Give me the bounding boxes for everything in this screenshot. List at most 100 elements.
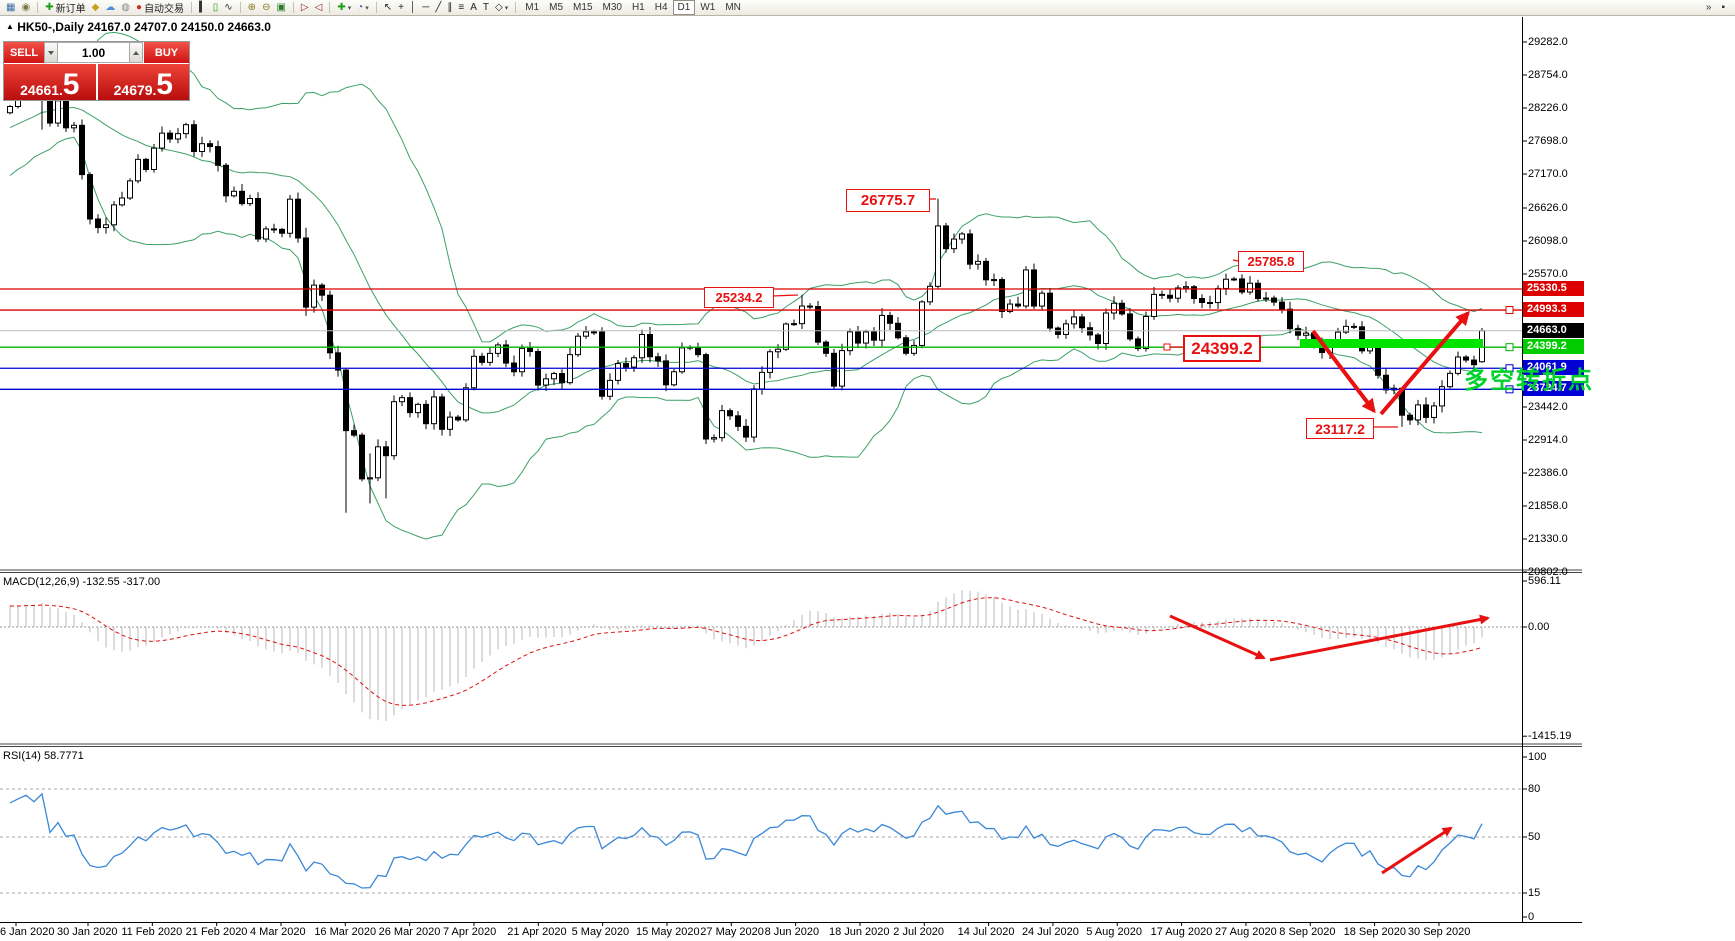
support-line-23724-handle[interactable]	[1505, 385, 1514, 394]
indicators-button[interactable]: ✚ ▾	[334, 1, 354, 15]
one-click-trading-panel: SELL BUY 24661.5 24679.5	[3, 41, 190, 101]
timeframe-m1[interactable]: M1	[525, 2, 540, 13]
date-axis-label: 4 Mar 2020	[249, 926, 306, 938]
turning-point-annotation[interactable]: 多空转折点	[1464, 367, 1594, 394]
tile-windows-icon-glyph: ▣	[276, 1, 286, 13]
tile-windows-icon[interactable]: ▣	[273, 1, 288, 15]
line-chart-icon-glyph: ∿	[224, 1, 233, 13]
ohlc-open: 24167.0	[87, 20, 131, 34]
ohlc-high: 24707.0	[134, 20, 178, 34]
docking-icon[interactable]: ▪	[1721, 2, 1725, 13]
price-axis-label: 28754.0	[1528, 69, 1568, 81]
down-arrow-macd[interactable]	[1169, 614, 1266, 660]
history-center-icon[interactable]: ◆	[89, 1, 103, 15]
timeframe-mn[interactable]: MN	[725, 2, 741, 13]
candlestick-chart-icon[interactable]: ▯	[210, 1, 222, 15]
date-axis-label: 7 Apr 2020	[442, 926, 497, 938]
timeframe-w1[interactable]: W1	[700, 2, 716, 13]
vertical-line-tool[interactable]: │	[407, 1, 419, 15]
bid-price-line-price-badge: 24663.0	[1523, 322, 1584, 338]
buy-button[interactable]: BUY	[144, 42, 189, 63]
text-tool[interactable]: A	[467, 1, 480, 15]
buy-price[interactable]: 24679. 5	[97, 64, 189, 100]
toolbar-separator	[37, 2, 39, 13]
price-axis-label: 21330.0	[1528, 533, 1568, 545]
trendline-tool[interactable]: ╱	[432, 1, 444, 15]
volume-increase-button[interactable]	[129, 42, 143, 63]
top-toolbar: ▦ ◉ ✚ 新订单 ◆ ☁ ◍ ● 自动交易 ▍ ▯ ∿ ⊕ ⊖ ▣ ▷ ◁ ✚ ▾ ◔ ▾ ↖ + │ ─ ╱ ∥ ≡ A T ◇ ▾ M1 M…	[0, 0, 1735, 16]
periods-button[interactable]: ◔ ▾	[354, 1, 372, 15]
price-callout-24399[interactable]: 24399.2	[1183, 335, 1261, 362]
market-cloud-icon[interactable]: ☁	[102, 1, 118, 15]
resistance-line-24993-price-badge: 24993.3	[1523, 302, 1584, 318]
sell-price-text: 24661	[20, 82, 60, 98]
timeframe-d1[interactable]: D1	[672, 0, 696, 15]
up-arrow-main[interactable]	[1379, 310, 1470, 416]
up-arrow-rsi[interactable]	[1381, 826, 1453, 875]
chart-shift-icon-glyph: ◁	[314, 1, 323, 13]
fibonacci-tool[interactable]: ≡	[455, 1, 467, 15]
volume-decrease-button[interactable]	[44, 42, 58, 63]
text-glyph: A	[470, 1, 477, 13]
timeframe-m30[interactable]: M30	[602, 2, 622, 13]
bar-chart-icon[interactable]: ▍	[196, 1, 210, 15]
print-preview-icon[interactable]: ◉	[18, 1, 33, 15]
volume-input[interactable]	[58, 42, 129, 63]
horizontal-line-tool[interactable]: ─	[419, 1, 432, 15]
trendline-glyph: ╱	[435, 1, 442, 13]
support-line-24061-handle[interactable]	[1505, 364, 1514, 373]
zoom-in-icon[interactable]: ⊕	[245, 1, 259, 15]
support-line-24399-handle[interactable]	[1505, 343, 1514, 352]
crosshair-tool[interactable]: +	[395, 1, 407, 15]
date-axis-label: 16 Mar 2020	[314, 926, 377, 938]
auto-scroll-icon[interactable]: ▷	[298, 1, 312, 15]
zoom-out-icon[interactable]: ⊖	[259, 1, 273, 15]
toolbar-overflow-icon[interactable]: »	[1705, 2, 1712, 13]
signals-icon[interactable]: ◍	[118, 1, 133, 15]
arrows-tool[interactable]: ◇ ▾	[492, 1, 511, 15]
autotrading-glyph: ●	[136, 1, 143, 13]
rsi-axis-label: 100	[1528, 751, 1547, 763]
dropdown-caret-icon: ▾	[347, 4, 352, 12]
rsi-axis-label: 15	[1528, 887, 1541, 899]
new-order-button[interactable]: ✚ 新订单	[42, 1, 88, 16]
sell-price[interactable]: 24661. 5	[4, 64, 96, 100]
price-callout-26775[interactable]: 26775.7	[846, 189, 930, 212]
date-axis-label: 8 Sep 2020	[1279, 926, 1336, 938]
buy-price-text: .	[152, 83, 157, 98]
date-axis-label: 6 Jan 2020	[0, 926, 55, 938]
support-line-23724-price-badge: 23724.7	[1523, 381, 1584, 397]
line-chart-icon[interactable]: ∿	[221, 1, 235, 15]
autotrading-button[interactable]: ● 自动交易	[133, 1, 187, 16]
timeframe-m15[interactable]: M15	[573, 2, 593, 13]
timeframe-m5[interactable]: M5	[549, 2, 564, 13]
price-axis-label: 26626.0	[1528, 202, 1568, 214]
down-arrow-main[interactable]	[1311, 329, 1376, 414]
price-callout-25234[interactable]: 25234.2	[704, 287, 774, 308]
channel-tool[interactable]: ∥	[444, 1, 455, 15]
date-axis-label: 18 Jun 2020	[828, 926, 890, 938]
up-arrow-macd[interactable]	[1269, 614, 1490, 662]
price-callout-23117[interactable]: 23117.2	[1306, 418, 1374, 439]
date-axis-label: 5 Aug 2020	[1086, 926, 1142, 938]
resistance-line-24993-handle[interactable]	[1505, 306, 1514, 315]
price-callout-25785[interactable]: 25785.8	[1238, 251, 1304, 272]
timeframe-h1[interactable]: H1	[631, 2, 645, 13]
date-axis-label: 2 Jul 2020	[893, 926, 945, 938]
chart-title: ▲ HK50-,Daily 24167.0 24707.0 24150.0 24…	[6, 20, 271, 34]
support-zone-bar[interactable]	[1300, 339, 1483, 348]
date-axis-label: 27 Aug 2020	[1214, 926, 1277, 938]
sell-button[interactable]: SELL	[4, 42, 44, 63]
price-axis-label: 26098.0	[1528, 235, 1568, 247]
chart-window-icon[interactable]: ▦	[3, 1, 18, 15]
date-axis-label: 18 Sep 2020	[1343, 926, 1406, 938]
new-order-button-label: 新订单	[55, 4, 86, 15]
macd-axis-label: -1415.19	[1528, 730, 1572, 743]
chart-shift-icon[interactable]: ◁	[312, 1, 326, 15]
cursor-tool[interactable]: ↖	[381, 1, 395, 15]
timeframe-h4[interactable]: H4	[654, 2, 668, 13]
sell-price-text: 5	[62, 68, 80, 101]
label-tool[interactable]: T	[480, 1, 492, 15]
date-axis-label: 30 Sep 2020	[1407, 926, 1471, 938]
